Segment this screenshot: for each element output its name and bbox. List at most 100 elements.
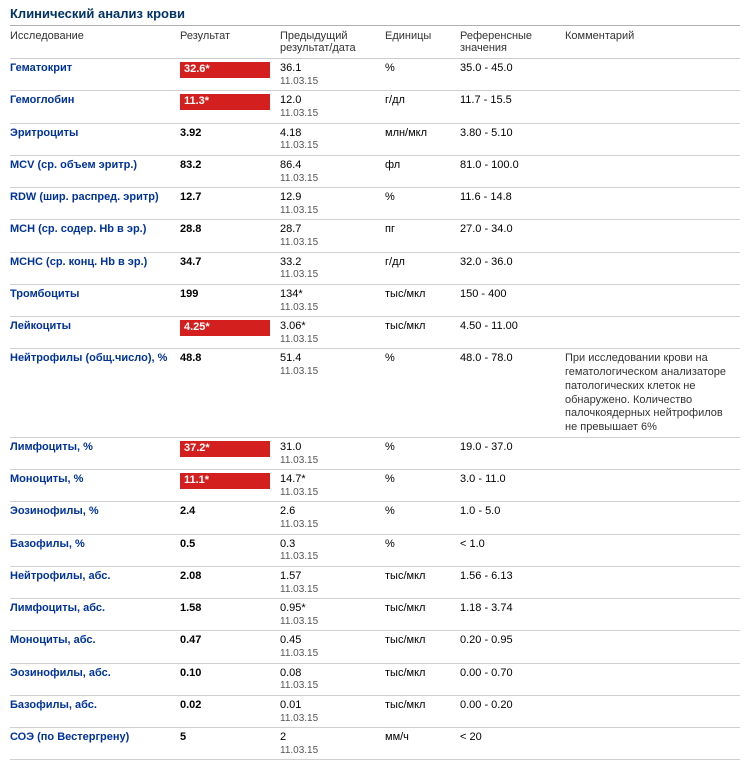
table-row: Моноциты, абс.0.470.4511.03.15тыс/мкл0.2… bbox=[10, 631, 740, 663]
result-value: 0.02 bbox=[180, 699, 201, 711]
report-page: { "title": "Клинический анализ крови", "… bbox=[0, 0, 750, 770]
test-name: Тромбоциты bbox=[10, 284, 180, 316]
test-name: Моноциты, % bbox=[10, 470, 180, 502]
units-cell: тыс/мкл bbox=[385, 284, 460, 316]
table-row: MCHC (ср. конц. Hb в эр.)34.733.211.03.1… bbox=[10, 252, 740, 284]
result-cell: 34.7 bbox=[180, 252, 280, 284]
report-title: Клинический анализ крови bbox=[10, 6, 740, 21]
previous-value: 33.2 bbox=[280, 256, 381, 270]
table-row: RDW (шир. распред. эритр)12.712.911.03.1… bbox=[10, 188, 740, 220]
test-name: Лимфоциты, % bbox=[10, 437, 180, 469]
col-prev: Предыдущий результат/дата bbox=[280, 26, 385, 59]
previous-value: 14.7* bbox=[280, 473, 381, 487]
result-cell: 32.6* bbox=[180, 59, 280, 91]
comment-cell bbox=[565, 534, 740, 566]
units-cell: фл bbox=[385, 155, 460, 187]
result-cell: 0.10 bbox=[180, 663, 280, 695]
test-name: Нейтрофилы, абс. bbox=[10, 566, 180, 598]
reference-cell: 81.0 - 100.0 bbox=[460, 155, 565, 187]
comment-cell bbox=[565, 188, 740, 220]
result-cell: 2.4 bbox=[180, 502, 280, 534]
col-result: Результат bbox=[180, 26, 280, 59]
previous-date: 11.03.15 bbox=[280, 108, 381, 121]
result-value-alert: 11.3* bbox=[180, 94, 270, 110]
col-units: Единицы bbox=[385, 26, 460, 59]
previous-cell: 86.411.03.15 bbox=[280, 155, 385, 187]
comment-cell bbox=[565, 91, 740, 123]
table-body: Гематокрит32.6*36.111.03.15%35.0 - 45.0Г… bbox=[10, 59, 740, 760]
previous-cell: 1.5711.03.15 bbox=[280, 566, 385, 598]
units-cell: тыс/мкл bbox=[385, 695, 460, 727]
test-name: MCV (ср. объем эритр.) bbox=[10, 155, 180, 187]
comment-cell bbox=[565, 220, 740, 252]
previous-value: 12.0 bbox=[280, 94, 381, 108]
table-row: Нейтрофилы, абс.2.081.5711.03.15тыс/мкл1… bbox=[10, 566, 740, 598]
units-cell: тыс/мкл bbox=[385, 317, 460, 349]
previous-cell: 4.1811.03.15 bbox=[280, 123, 385, 155]
table-row: СОЭ (по Вестергрену)5211.03.15мм/ч< 20 bbox=[10, 728, 740, 760]
test-name: Моноциты, абс. bbox=[10, 631, 180, 663]
units-cell: % bbox=[385, 534, 460, 566]
test-name: Эозинофилы, абс. bbox=[10, 663, 180, 695]
previous-cell: 0.0111.03.15 bbox=[280, 695, 385, 727]
previous-cell: 2.611.03.15 bbox=[280, 502, 385, 534]
result-cell: 83.2 bbox=[180, 155, 280, 187]
result-value-alert: 37.2* bbox=[180, 441, 270, 457]
previous-cell: 31.011.03.15 bbox=[280, 437, 385, 469]
result-cell: 1.58 bbox=[180, 599, 280, 631]
result-value-alert: 32.6* bbox=[180, 62, 270, 78]
reference-cell: 27.0 - 34.0 bbox=[460, 220, 565, 252]
result-cell: 3.92 bbox=[180, 123, 280, 155]
units-cell: пг bbox=[385, 220, 460, 252]
col-name: Исследование bbox=[10, 26, 180, 59]
previous-date: 11.03.15 bbox=[280, 269, 381, 282]
units-cell: тыс/мкл bbox=[385, 663, 460, 695]
reference-cell: < 20 bbox=[460, 728, 565, 760]
result-cell: 0.02 bbox=[180, 695, 280, 727]
units-cell: г/дл bbox=[385, 252, 460, 284]
table-row: Лейкоциты4.25*3.06*11.03.15тыс/мкл4.50 -… bbox=[10, 317, 740, 349]
result-value: 48.8 bbox=[180, 352, 201, 364]
result-cell: 2.08 bbox=[180, 566, 280, 598]
previous-value: 1.57 bbox=[280, 570, 381, 584]
test-name: Базофилы, % bbox=[10, 534, 180, 566]
previous-cell: 14.7*11.03.15 bbox=[280, 470, 385, 502]
reference-cell: 0.00 - 0.20 bbox=[460, 695, 565, 727]
units-cell: тыс/мкл bbox=[385, 599, 460, 631]
previous-cell: 12.011.03.15 bbox=[280, 91, 385, 123]
table-row: Гематокрит32.6*36.111.03.15%35.0 - 45.0 bbox=[10, 59, 740, 91]
previous-value: 31.0 bbox=[280, 441, 381, 455]
units-cell: % bbox=[385, 188, 460, 220]
table-row: Эозинофилы, %2.42.611.03.15%1.0 - 5.0 bbox=[10, 502, 740, 534]
previous-date: 11.03.15 bbox=[280, 366, 381, 379]
comment-cell bbox=[565, 123, 740, 155]
previous-date: 11.03.15 bbox=[280, 455, 381, 468]
reference-cell: 1.56 - 6.13 bbox=[460, 566, 565, 598]
result-cell: 11.1* bbox=[180, 470, 280, 502]
table-row: MCH (ср. содер. Hb в эр.)28.828.711.03.1… bbox=[10, 220, 740, 252]
reference-cell: 4.50 - 11.00 bbox=[460, 317, 565, 349]
result-value: 2.4 bbox=[180, 505, 195, 517]
result-value: 199 bbox=[180, 288, 198, 300]
test-name: Эозинофилы, % bbox=[10, 502, 180, 534]
comment-cell bbox=[565, 437, 740, 469]
units-cell: % bbox=[385, 502, 460, 534]
result-value: 0.10 bbox=[180, 667, 201, 679]
previous-value: 51.4 bbox=[280, 352, 381, 366]
previous-value: 36.1 bbox=[280, 62, 381, 76]
comment-cell bbox=[565, 155, 740, 187]
comment-cell: При исследовании крови на гематологическ… bbox=[565, 349, 740, 438]
previous-date: 11.03.15 bbox=[280, 551, 381, 564]
comment-cell bbox=[565, 631, 740, 663]
table-row: Лимфоциты, %37.2*31.011.03.15%19.0 - 37.… bbox=[10, 437, 740, 469]
previous-date: 11.03.15 bbox=[280, 173, 381, 186]
result-value: 2.08 bbox=[180, 570, 201, 582]
blood-test-table: Исследование Результат Предыдущий резуль… bbox=[10, 25, 740, 760]
test-name: Лимфоциты, абс. bbox=[10, 599, 180, 631]
reference-cell: 3.80 - 5.10 bbox=[460, 123, 565, 155]
units-cell: тыс/мкл bbox=[385, 566, 460, 598]
table-header-row: Исследование Результат Предыдущий резуль… bbox=[10, 26, 740, 59]
units-cell: г/дл bbox=[385, 91, 460, 123]
test-name: Гемоглобин bbox=[10, 91, 180, 123]
previous-cell: 28.711.03.15 bbox=[280, 220, 385, 252]
